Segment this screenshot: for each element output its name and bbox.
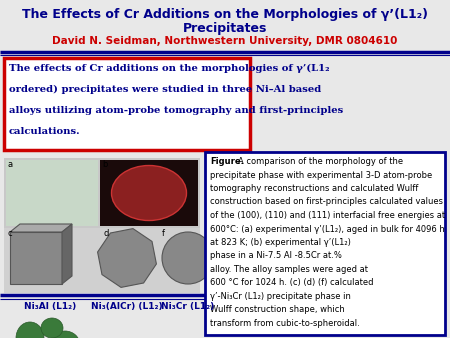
Text: c: c — [7, 229, 12, 238]
Ellipse shape — [41, 318, 63, 338]
Bar — [4, 158, 200, 293]
Text: calculations.: calculations. — [9, 127, 81, 136]
Ellipse shape — [162, 232, 214, 284]
Bar — [4, 228, 200, 293]
Polygon shape — [10, 224, 72, 232]
Polygon shape — [62, 224, 72, 284]
Text: Ni₃(AlCr) (L1₂): Ni₃(AlCr) (L1₂) — [91, 302, 163, 311]
Bar — [6, 160, 98, 226]
Bar — [6, 160, 98, 226]
Text: γ’-Ni₃Cr (L1₂) precipitate phase in: γ’-Ni₃Cr (L1₂) precipitate phase in — [210, 292, 351, 301]
Bar — [4, 58, 250, 150]
Bar — [205, 152, 445, 335]
Text: 600 °C for 1024 h. (c) (d) (f) calculated: 600 °C for 1024 h. (c) (d) (f) calculate… — [210, 279, 374, 288]
Bar — [10, 232, 62, 284]
Text: Precipitates: Precipitates — [183, 22, 267, 35]
Text: ordered) precipitates were studied in three Ni–Al based: ordered) precipitates were studied in th… — [9, 85, 321, 94]
Text: The effects of Cr additions on the morphologies of γ’(L1₂: The effects of Cr additions on the morph… — [9, 64, 329, 73]
Ellipse shape — [50, 331, 80, 338]
Text: The Effects of Cr Additions on the Morphologies of γ’(L1₂): The Effects of Cr Additions on the Morph… — [22, 8, 428, 21]
Ellipse shape — [16, 322, 44, 338]
Text: phase in a Ni-7.5 Al -8.5Cr at.%: phase in a Ni-7.5 Al -8.5Cr at.% — [210, 251, 342, 261]
Text: of the (100), (110) and (111) interfacial free energies at: of the (100), (110) and (111) interfacia… — [210, 211, 445, 220]
Text: Ni₃Cr (L1₂): Ni₃Cr (L1₂) — [162, 302, 215, 311]
Text: A comparison of the morphology of the: A comparison of the morphology of the — [238, 157, 403, 166]
Bar — [100, 160, 198, 226]
Text: Ni₃Al (L1₂): Ni₃Al (L1₂) — [24, 302, 76, 311]
Text: f: f — [162, 229, 165, 238]
Text: David N. Seidman, Northwestern University, DMR 0804610: David N. Seidman, Northwestern Universit… — [52, 36, 398, 46]
Text: tomography reconstructions and calculated Wulff: tomography reconstructions and calculate… — [210, 184, 418, 193]
Text: a: a — [7, 160, 12, 169]
Text: transform from cubic-to-spheroidal.: transform from cubic-to-spheroidal. — [210, 319, 360, 328]
Text: precipitate phase with experimental 3-D atom-probe: precipitate phase with experimental 3-D … — [210, 170, 432, 179]
Text: construction based on first-principles calculated values: construction based on first-principles c… — [210, 197, 443, 207]
Text: d: d — [103, 229, 108, 238]
Text: Figure.: Figure. — [210, 157, 244, 166]
Text: alloys utilizing atom-probe tomography and first-principles: alloys utilizing atom-probe tomography a… — [9, 106, 343, 115]
Text: at 823 K; (b) experimental γ’(L1₂): at 823 K; (b) experimental γ’(L1₂) — [210, 238, 351, 247]
Text: b: b — [102, 160, 108, 169]
Ellipse shape — [112, 166, 186, 220]
Text: alloy. The alloy samples were aged at: alloy. The alloy samples were aged at — [210, 265, 368, 274]
Text: 600°C: (a) experimental γ’(L1₂), aged in bulk for 4096 h: 600°C: (a) experimental γ’(L1₂), aged in… — [210, 224, 445, 234]
Text: Wulff construction shape, which: Wulff construction shape, which — [210, 306, 345, 314]
